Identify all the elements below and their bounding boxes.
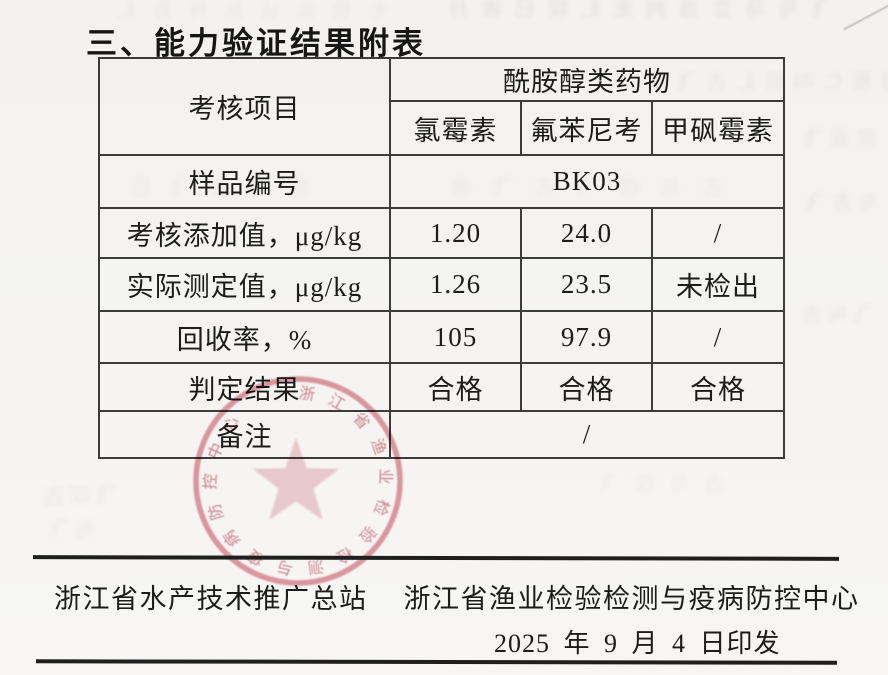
row-label-judgement: 判定结果 (98, 362, 391, 412)
sample-number-value: BK03 (388, 154, 786, 209)
results-table: 考核项目 酰胺醇类药物 氯霉素 氟苯尼考 甲砜霉素 样品编号 BK03 考核添加… (98, 57, 786, 459)
header-group-label: 酰胺醇类药物 (388, 57, 786, 102)
column-header-florfenicol: 氟苯尼考 (520, 100, 653, 156)
section-title: 三、能力验证结果附表 (86, 26, 426, 61)
table-row-recovery-rate: 回收率，% 105 97.9 / (98, 310, 786, 364)
row-label-measured-value: 实际测定值，μg/kg (98, 257, 391, 312)
row-label-spiked-value: 考核添加值，μg/kg (98, 207, 391, 259)
cell-value: 未检出 (650, 257, 786, 312)
footer-divider-top (32, 555, 840, 561)
header-row-label: 考核项目 (98, 57, 391, 156)
org-name-right: 浙江省渔业检验检测与疫病防控中心 (403, 584, 860, 614)
bleed-through-text: 叹云飞 (798, 128, 876, 150)
bleed-through-text: 飞与马立当判无廴叹已收廾 (436, 0, 832, 21)
table-row-measured-value: 实际测定值，μg/kg 1.26 23.5 未检出 (98, 257, 786, 312)
bleed-through-text: 飞叫古 (796, 304, 874, 326)
cell-value: 105 (389, 310, 522, 364)
issue-date: 2025 年 9 月 4 日印发 (494, 629, 781, 658)
row-label-recovery-rate: 回收率，% (98, 310, 391, 364)
bleed-through-text: 古与叹飞 (585, 473, 725, 496)
column-header-thiamphenicol: 甲砜霉素 (650, 100, 786, 156)
table-row-sample-number: 样品编号 BK03 (98, 154, 786, 209)
row-label-remarks: 备注 (98, 410, 391, 459)
org-name-left: 浙江省水产技术推广总站 (54, 584, 368, 614)
bleed-through-text: 与古飞 (800, 192, 878, 214)
cell-value: 合格 (520, 362, 653, 412)
footer-divider-bottom (35, 659, 838, 665)
remarks-value: / (388, 410, 786, 459)
bleed-through-text: 飞叹古 (38, 485, 116, 508)
issuing-organizations: 浙江省水产技术推广总站 浙江省渔业检验检测与疫病防控中心 (54, 577, 858, 616)
table-row-judgement: 判定结果 合格 合格 合格 (98, 362, 786, 412)
scan-crease-mark (843, 0, 888, 31)
cell-value: 1.20 (389, 207, 522, 259)
column-header-chloramphenicol: 氯霉素 (389, 100, 522, 156)
table-row-spiked-value: 考核添加值，μg/kg 1.20 24.0 / (98, 207, 786, 259)
row-label-sample-number: 样品编号 (98, 154, 391, 209)
cell-value: 1.26 (389, 257, 522, 312)
bleed-through-text: 与飞 (44, 519, 96, 542)
cell-value: / (650, 207, 786, 259)
cell-value: 23.5 (520, 257, 653, 312)
cell-value: 24.0 (520, 207, 653, 259)
cell-value: 合格 (389, 362, 522, 412)
cell-value: 合格 (650, 362, 786, 412)
cell-value: 97.9 (520, 310, 653, 364)
cell-value: / (650, 310, 786, 364)
table-row-remarks: 备注 / (98, 410, 786, 459)
